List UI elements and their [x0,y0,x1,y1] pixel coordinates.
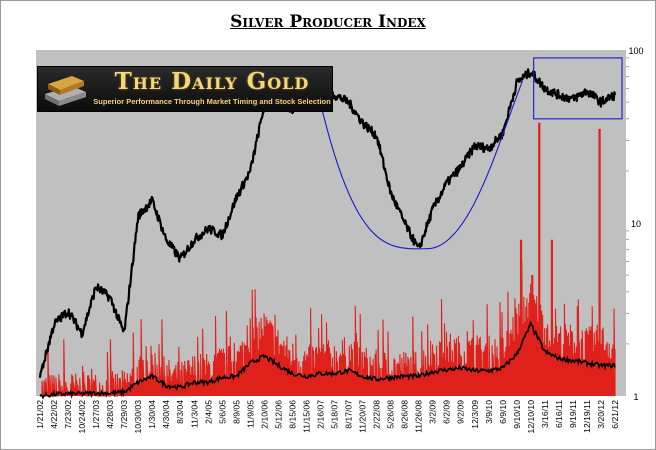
x-tick-label: 1/27/03 [91,400,101,429]
x-tick-label: 6/21/12 [610,400,620,429]
x-axis: 1/21/02 4/22/02 7/23/02 10/24/02 1/27/03 4/28… [35,400,620,434]
x-tick-label: 3/9/10 [484,400,494,424]
x-tick-label: 4/28/03 [105,400,115,429]
x-tick-label: 11/20/07 [358,400,368,433]
x-tick-label: 10/30/03 [133,400,143,434]
x-tick-label: 3/20/12 [596,400,606,429]
x-tick-label: 5/6/05 [217,400,227,424]
range-box [533,57,623,120]
y-tick-label: 10 [631,219,641,229]
x-tick-label: 10/24/02 [77,400,87,434]
x-tick-label: 2/10/06 [259,400,269,429]
x-tick-label: 9/2/09 [456,400,466,424]
gold-bars-icon [45,76,86,106]
x-tick-label: 12/19/11 [582,400,592,433]
x-tick-label: 11/9/05 [245,400,255,428]
cup-curve [314,78,523,250]
x-tick-label: 9/19/11 [568,400,578,428]
x-tick-label: 5/12/06 [273,400,283,429]
y-axis: 1 10 100 [626,46,644,402]
volume-area [40,324,615,396]
x-tick-label: 2/22/08 [372,400,382,429]
volume-layer [39,122,616,400]
x-tick-label: 7/29/03 [119,400,129,429]
x-tick-label: 4/30/04 [161,400,171,429]
x-tick-label: 6/16/11 [554,400,564,428]
x-tick-label: 11/26/08 [414,400,424,433]
chart-title: Silver Producer Index [230,12,426,32]
x-tick-label: 12/10/10 [526,400,536,434]
x-tick-label: 11/3/04 [189,400,199,428]
watermark-logo: The Daily Gold Superior Performance Thro… [37,66,333,112]
x-tick-label: 12/3/09 [470,400,480,429]
x-tick-label: 7/23/02 [63,400,73,429]
annotation-layer [314,57,623,250]
x-tick-label: 5/26/08 [386,400,396,429]
x-tick-label: 8/26/08 [400,400,410,429]
x-tick-label: 1/30/04 [147,400,157,429]
watermark-tagline: Superior Performance Through Market Timi… [93,97,331,106]
x-tick-label: 9/10/10 [512,400,522,429]
y-tick-label: 100 [628,46,643,56]
x-tick-label: 3/2/09 [428,400,438,424]
x-tick-label: 6/2/09 [442,400,452,424]
x-tick-label: 6/9/10 [498,400,508,424]
x-tick-label: 2/4/05 [203,400,213,424]
x-tick-label: 5/18/07 [330,400,340,429]
x-tick-label: 8/3/04 [175,400,185,424]
x-tick-label: 8/17/07 [344,400,354,429]
x-tick-label: 11/15/06 [301,400,311,433]
x-tick-label: 8/15/06 [287,400,297,429]
x-tick-label: 3/16/11 [540,400,550,428]
volume-average-line [39,320,616,400]
x-tick-label: 8/9/05 [231,400,241,424]
x-tick-label: 4/22/02 [49,400,59,429]
x-tick-label: 1/21/02 [35,400,45,429]
y-tick-label: 1 [633,392,638,402]
watermark-brand: The Daily Gold [114,68,310,95]
x-tick-label: 2/16/07 [315,400,325,429]
